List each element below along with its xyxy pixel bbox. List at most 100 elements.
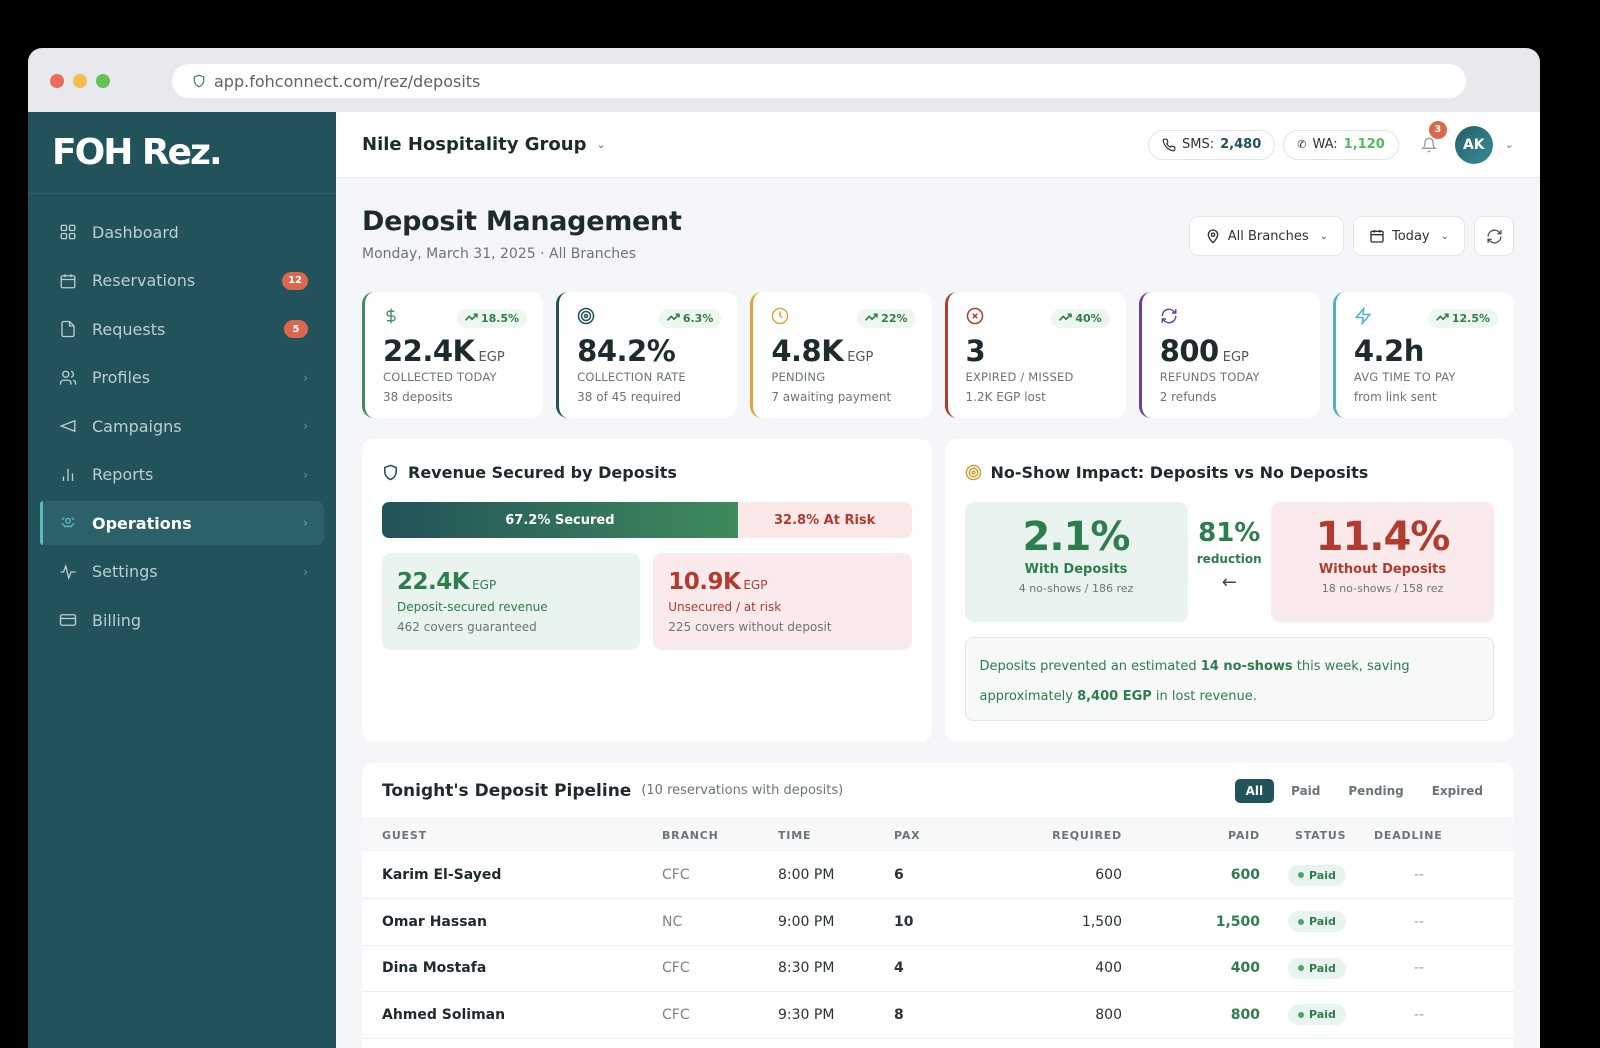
kpi-label: Pending xyxy=(771,370,826,384)
address-bar[interactable]: app.fohconnect.com/rez/deposits xyxy=(172,64,1466,98)
kpi-card-expired-missed[interactable]: 40% 3 Expired / Missed 1.2K EGP lost xyxy=(944,292,1126,418)
page-subtitle: Monday, March 31, 2025 · All Branches xyxy=(362,246,637,262)
branch-filter-dropdown[interactable]: All Branches ⌄ xyxy=(1188,216,1344,256)
kpi-card-refunds-today[interactable]: 800 EGP Refunds Today 2 refunds xyxy=(1138,292,1320,418)
date-filter-dropdown[interactable]: Today ⌄ xyxy=(1353,216,1465,256)
notifications-button[interactable]: 3 xyxy=(1417,120,1447,157)
sidebar-item-label: Operations xyxy=(92,513,192,533)
column-header-pax[interactable]: Pax xyxy=(894,829,921,842)
topbar: Nile Hospitality Group ⌄ SMS: 2,480 ✆ WA… xyxy=(336,112,1540,178)
sidebar-item-operations[interactable]: Operations › xyxy=(40,501,324,545)
column-header-paid[interactable]: Paid xyxy=(1228,829,1260,842)
activity-icon xyxy=(58,562,78,582)
trend-badge: 18.5% xyxy=(457,308,528,328)
without-deposits-box: 11.4% Without Deposits 18 no-shows / 158… xyxy=(1271,502,1494,622)
credit-card-icon xyxy=(58,610,78,630)
kpi-card-collected-today[interactable]: 18.5% 22.4K EGP Collected Today 38 deposits xyxy=(362,292,544,418)
sidebar-item-billing[interactable]: Billing xyxy=(40,598,324,642)
minimize-window-button[interactable] xyxy=(73,74,87,88)
filter-tab-expired[interactable]: Expired xyxy=(1431,783,1483,798)
column-header-required[interactable]: Required xyxy=(1052,829,1122,842)
avatar[interactable]: AK xyxy=(1454,125,1493,164)
chevron-down-icon[interactable]: ⌄ xyxy=(1504,138,1514,151)
whatsapp-credits-pill[interactable]: ✆ WA: 1,120 xyxy=(1283,129,1399,160)
calendar-icon xyxy=(58,271,78,291)
kpi-subtext: 2 refunds xyxy=(1159,390,1217,404)
dollar-icon xyxy=(383,307,399,329)
logo[interactable]: FOH Rez. xyxy=(28,112,336,194)
deadline: -- xyxy=(1372,898,1514,946)
guest-name[interactable]: Ahmed Soliman xyxy=(362,991,662,1039)
close-window-button[interactable] xyxy=(50,74,64,88)
pax-count: 8 xyxy=(894,991,974,1039)
sidebar-item-label: Billing xyxy=(92,610,142,630)
table-row[interactable]: Ahmed Soliman CFC 9:30 PM 8 800 800 Paid -- xyxy=(362,991,1514,1039)
sidebar: FOH Rez. Dashboard Reservations 12 Requests… xyxy=(28,112,336,1048)
required-amount: 400 xyxy=(974,945,1122,992)
status-badge: Paid xyxy=(1288,1004,1346,1026)
column-header-time[interactable]: Time xyxy=(778,829,812,842)
maximize-window-button[interactable] xyxy=(96,74,110,88)
deadline: -- xyxy=(1372,991,1514,1039)
chevron-down-icon: ⌄ xyxy=(1319,230,1328,242)
megaphone-icon xyxy=(58,416,78,436)
reservation-time: 8:30 PM xyxy=(778,945,894,992)
kpi-value: 22.4K EGP xyxy=(383,334,505,368)
table-row[interactable]: Omar Hassan NC 9:00 PM 10 1,500 1,500 Paid -- xyxy=(362,898,1514,946)
deadline: -- xyxy=(1372,852,1514,899)
chevron-right-icon: › xyxy=(303,516,308,530)
kpi-value: 4.8K EGP xyxy=(771,334,874,368)
org-switcher[interactable]: Nile Hospitality Group ⌄ xyxy=(362,134,606,155)
bar-chart-icon xyxy=(58,465,78,485)
sms-credits-pill[interactable]: SMS: 2,480 xyxy=(1148,129,1276,160)
kpi-label: Expired / Missed xyxy=(965,370,1074,384)
trend-up-icon xyxy=(1435,312,1449,325)
kpi-card-collection-rate[interactable]: 6.3% 84.2% Collection Rate 38 of 45 require… xyxy=(556,292,738,418)
sidebar-item-profiles[interactable]: Profiles › xyxy=(40,356,324,400)
kpi-label: Refunds Today xyxy=(1159,370,1260,384)
sidebar-item-reports[interactable]: Reports › xyxy=(40,453,324,497)
kpi-label: Collection Rate xyxy=(577,370,686,384)
sidebar-item-campaigns[interactable]: Campaigns › xyxy=(40,404,324,448)
kpi-card-avg-time-to-pay[interactable]: 12.5% 4.2h Avg Time to Pay from link sent xyxy=(1332,292,1515,418)
trend-up-icon xyxy=(666,312,680,325)
paid-amount: 800 xyxy=(1122,991,1260,1039)
filter-tab-paid[interactable]: Paid xyxy=(1291,783,1321,798)
kpi-card-pending[interactable]: 22% 4.8K EGP Pending 7 awaiting payment xyxy=(750,292,932,418)
kpi-value: 4.2h xyxy=(1353,334,1425,368)
kpi-subtext: 38 of 45 required xyxy=(577,390,681,404)
guest-name[interactable]: Karim El-Sayed xyxy=(362,852,662,899)
refresh-button[interactable] xyxy=(1474,216,1514,256)
chevron-right-icon: › xyxy=(303,419,308,433)
revenue-secured-card: Revenue Secured by Deposits 67.2% Secure… xyxy=(362,439,932,742)
status-badge: Paid xyxy=(1288,957,1346,979)
filter-tab-pending[interactable]: Pending xyxy=(1348,783,1404,798)
chevron-down-icon: ⌄ xyxy=(596,138,606,151)
kpi-subtext: 38 deposits xyxy=(383,390,453,404)
column-header-deadline[interactable]: Deadline xyxy=(1374,829,1443,842)
arrow-left-icon: ← xyxy=(1221,572,1237,593)
sidebar-item-dashboard[interactable]: Dashboard xyxy=(40,210,324,254)
sidebar-item-settings[interactable]: Settings › xyxy=(40,550,324,594)
sidebar-item-requests[interactable]: Requests 5 xyxy=(40,307,324,351)
guest-name[interactable]: Dina Mostafa xyxy=(362,945,662,992)
status-badge: Paid xyxy=(1288,911,1346,933)
sidebar-item-label: Reservations xyxy=(92,271,196,290)
sidebar-item-reservations[interactable]: Reservations 12 xyxy=(40,259,324,303)
window-controls xyxy=(50,74,110,88)
filter-tab-all[interactable]: All xyxy=(1234,778,1275,803)
browser-chrome: app.fohconnect.com/rez/deposits xyxy=(28,48,1540,112)
table-row[interactable]: Dina Mostafa CFC 8:30 PM 4 400 400 Paid -- xyxy=(362,945,1514,992)
x-circle-icon xyxy=(966,307,984,329)
guest-name[interactable]: Omar Hassan xyxy=(362,898,662,946)
table-row[interactable]: Karim El-Sayed CFC 8:00 PM 6 600 600 Paid -- xyxy=(362,852,1514,899)
refresh-icon xyxy=(1486,228,1502,244)
column-header-branch[interactable]: Branch xyxy=(662,829,719,842)
secured-segment: 67.2% Secured xyxy=(382,502,738,538)
column-header-status[interactable]: Status xyxy=(1295,829,1347,842)
kpi-label: Collected Today xyxy=(383,370,497,384)
org-name: Nile Hospitality Group xyxy=(362,134,587,155)
kpi-label: Avg Time to Pay xyxy=(1353,370,1456,384)
paid-amount: 600 xyxy=(1122,852,1260,899)
column-header-guest[interactable]: Guest xyxy=(382,829,427,842)
